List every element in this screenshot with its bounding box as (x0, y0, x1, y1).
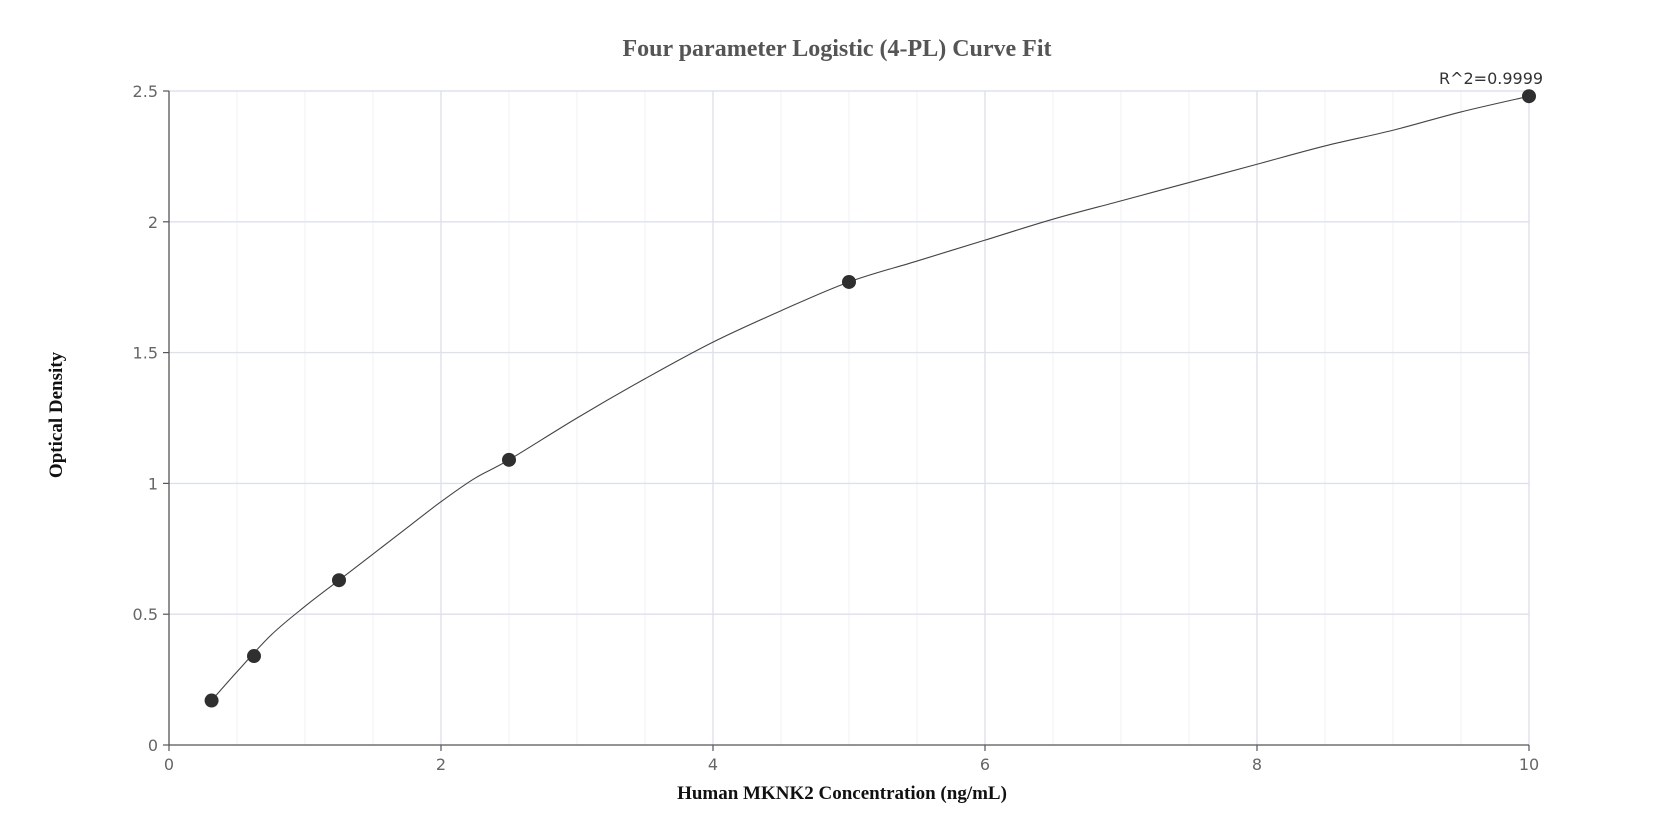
data-point (332, 573, 346, 588)
x-tick-label: 2 (436, 755, 446, 774)
y-tick-label: 1.5 (133, 344, 158, 363)
chart-title: Four parameter Logistic (4-PL) Curve Fit (622, 36, 1051, 62)
y-tick-label: 0 (148, 736, 158, 755)
axes: 0 2 4 6 8 10 0 0.5 1 1.5 2 2.5 (133, 82, 1540, 774)
data-point (842, 274, 856, 289)
data-points (204, 89, 1536, 708)
x-tick-label: 0 (164, 755, 174, 774)
x-tick-label: 4 (708, 755, 718, 774)
x-tick-label: 8 (1252, 755, 1262, 774)
y-tick-label: 0.5 (133, 605, 158, 624)
y-tick-label: 2 (148, 213, 158, 232)
data-point (204, 693, 219, 708)
y-tick-label: 1 (148, 474, 158, 493)
x-axis-title: Human MKNK2 Concentration (ng/mL) (677, 783, 1007, 804)
x-tick-label: 10 (1519, 755, 1539, 774)
data-point (247, 649, 261, 664)
fit-curve (211, 95, 1530, 701)
data-point (502, 452, 516, 467)
data-point (1522, 89, 1536, 104)
y-tick-label: 2.5 (133, 82, 158, 101)
x-tick-label: 6 (980, 755, 990, 774)
r-squared-annotation: R^2=0.9999 (1439, 69, 1543, 88)
y-axis-title: Optical Density (46, 351, 67, 478)
grid (169, 90, 1530, 745)
